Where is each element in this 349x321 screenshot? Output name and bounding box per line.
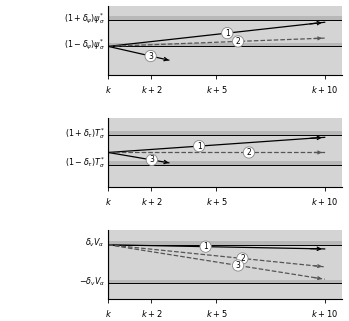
Bar bbox=[108, 280, 342, 283]
Bar bbox=[108, 43, 342, 46]
Bar bbox=[108, 241, 342, 245]
Text: 3: 3 bbox=[149, 155, 154, 164]
Text: $\delta_{v}V_{\alpha}$: $\delta_{v}V_{\alpha}$ bbox=[86, 237, 105, 249]
Text: 2: 2 bbox=[240, 254, 245, 263]
Bar bbox=[108, 132, 342, 135]
Text: $(1+\delta_{\tau})T_{\sigma}^{*}$: $(1+\delta_{\tau})T_{\sigma}^{*}$ bbox=[65, 126, 105, 141]
Text: 2: 2 bbox=[246, 148, 251, 157]
Bar bbox=[108, 161, 342, 165]
Text: 3: 3 bbox=[148, 52, 153, 61]
Text: 1: 1 bbox=[197, 142, 201, 151]
Text: $(1+\delta_{\psi})\psi_{\sigma}^{*}$: $(1+\delta_{\psi})\psi_{\sigma}^{*}$ bbox=[64, 11, 105, 26]
Text: 3: 3 bbox=[236, 261, 240, 270]
Text: $(1-\delta_{\psi})\psi_{\sigma}^{*}$: $(1-\delta_{\psi})\psi_{\sigma}^{*}$ bbox=[64, 37, 105, 52]
Text: $-\delta_{v}V_{\alpha}$: $-\delta_{v}V_{\alpha}$ bbox=[79, 275, 105, 288]
Bar bbox=[108, 16, 342, 20]
Text: $(1-\delta_{\tau})T_{\sigma}^{*}$: $(1-\delta_{\tau})T_{\sigma}^{*}$ bbox=[65, 156, 105, 170]
Text: 2: 2 bbox=[236, 37, 240, 46]
Text: 1: 1 bbox=[203, 242, 208, 251]
Text: 1: 1 bbox=[225, 29, 230, 38]
